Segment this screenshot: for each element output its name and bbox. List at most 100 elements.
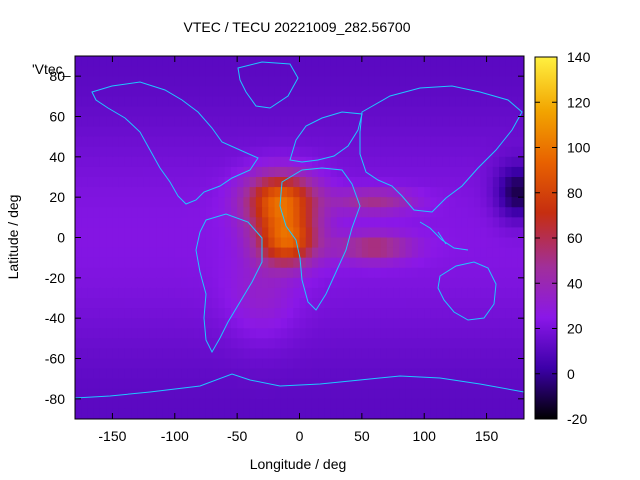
- heatmap-cell: [305, 207, 313, 218]
- heatmap-cell: [124, 187, 132, 198]
- heatmap-cell: [330, 257, 338, 269]
- heatmap-cell: [230, 408, 238, 419]
- heatmap-cell: [249, 318, 257, 329]
- heatmap-cell: [243, 227, 251, 239]
- heatmap-cell: [181, 66, 188, 77]
- heatmap-cell: [255, 378, 263, 390]
- heatmap-cell: [93, 328, 101, 339]
- heatmap-cell: [81, 408, 89, 419]
- heatmap-cell: [131, 166, 138, 178]
- heatmap-cell: [112, 106, 120, 118]
- heatmap-cell: [243, 116, 251, 128]
- heatmap-cell: [199, 166, 207, 178]
- heatmap-cell: [255, 126, 263, 138]
- heatmap-cell: [480, 267, 488, 279]
- heatmap-cell: [187, 388, 195, 400]
- heatmap-cell: [243, 277, 251, 289]
- heatmap-cell: [368, 247, 375, 259]
- heatmap-cell: [93, 378, 101, 390]
- heatmap-cell: [187, 166, 195, 178]
- heatmap-cell: [424, 338, 432, 350]
- heatmap-cell: [461, 76, 469, 87]
- heatmap-cell: [268, 86, 276, 97]
- heatmap-cell: [224, 166, 232, 178]
- heatmap-cell: [274, 96, 282, 108]
- heatmap-cell: [324, 136, 332, 148]
- colorbar-tick-label: 60: [567, 230, 583, 246]
- heatmap-cell: [218, 126, 226, 138]
- heatmap-cell: [349, 106, 357, 118]
- heatmap-cell: [156, 76, 163, 87]
- heatmap-cell: [81, 287, 89, 299]
- heatmap-cell: [262, 217, 269, 229]
- heatmap-cell: [174, 187, 182, 198]
- heatmap-cell: [511, 126, 519, 138]
- heatmap-cell: [455, 358, 463, 370]
- heatmap-cell: [480, 388, 488, 400]
- heatmap-cell: [280, 358, 288, 370]
- heatmap-cell: [436, 237, 444, 249]
- heatmap-cell: [399, 237, 407, 249]
- heatmap-cell: [349, 96, 357, 108]
- heatmap-cell: [318, 207, 326, 218]
- heatmap-cell: [287, 197, 294, 208]
- heatmap-cell: [405, 358, 413, 370]
- heatmap-cell: [305, 328, 313, 339]
- heatmap-cell: [99, 217, 107, 229]
- heatmap-cell: [262, 338, 269, 350]
- heatmap-cell: [99, 227, 107, 239]
- heatmap-cell: [262, 328, 269, 339]
- heatmap-cell: [112, 267, 120, 279]
- heatmap-cell: [118, 227, 126, 239]
- heatmap-cell: [374, 257, 382, 269]
- heatmap-cell: [124, 408, 132, 419]
- heatmap-cell: [461, 217, 469, 229]
- heatmap-cell: [87, 378, 95, 390]
- heatmap-cell: [442, 187, 450, 198]
- heatmap-cell: [399, 298, 407, 309]
- heatmap-cell: [499, 146, 506, 158]
- heatmap-cell: [168, 136, 176, 148]
- heatmap-cell: [486, 398, 494, 410]
- heatmap-cell: [162, 358, 170, 370]
- heatmap-cell: [81, 76, 89, 87]
- heatmap-cell: [280, 76, 288, 87]
- heatmap-cell: [181, 177, 188, 188]
- heatmap-cell: [93, 277, 101, 289]
- heatmap-cell: [99, 308, 107, 319]
- heatmap-cell: [143, 217, 151, 229]
- heatmap-cell: [212, 318, 220, 329]
- heatmap-cell: [249, 408, 257, 419]
- x-tick-label: 50: [354, 428, 370, 444]
- heatmap-cell: [299, 388, 307, 400]
- heatmap-cell: [287, 398, 294, 410]
- heatmap-cell: [249, 398, 257, 410]
- heatmap-cell: [461, 116, 469, 128]
- heatmap-cell: [187, 308, 195, 319]
- heatmap-cell: [106, 368, 114, 380]
- heatmap-cell: [393, 116, 400, 128]
- heatmap-cell: [442, 277, 450, 289]
- heatmap-cell: [93, 136, 101, 148]
- heatmap-cell: [336, 86, 344, 97]
- heatmap-cell: [467, 358, 475, 370]
- heatmap-cell: [199, 408, 207, 419]
- heatmap-cell: [349, 318, 357, 329]
- heatmap-cell: [380, 318, 388, 329]
- heatmap-cell: [430, 348, 438, 360]
- heatmap-cell: [287, 106, 294, 118]
- heatmap-cell: [374, 328, 382, 339]
- heatmap-cell: [517, 298, 524, 309]
- heatmap-cell: [81, 217, 89, 229]
- heatmap-cell: [287, 388, 294, 400]
- heatmap-cell: [455, 126, 463, 138]
- heatmap-cell: [442, 207, 450, 218]
- heatmap-cell: [162, 348, 170, 360]
- heatmap-cell: [143, 308, 151, 319]
- heatmap-cell: [143, 146, 151, 158]
- heatmap-cell: [499, 298, 506, 309]
- heatmap-cell: [118, 177, 126, 188]
- heatmap-cell: [374, 146, 382, 158]
- heatmap-cell: [336, 116, 344, 128]
- heatmap-cell: [374, 277, 382, 289]
